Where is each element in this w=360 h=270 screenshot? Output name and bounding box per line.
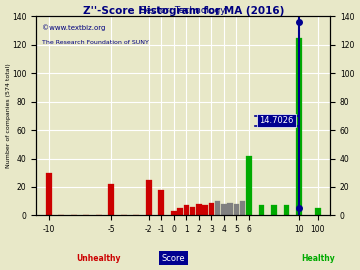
Text: Unhealthy: Unhealthy — [76, 254, 121, 262]
Text: The Research Foundation of SUNY: The Research Foundation of SUNY — [42, 40, 149, 45]
Bar — [227, 202, 233, 215]
Bar — [184, 205, 189, 215]
Bar — [258, 205, 264, 215]
Bar — [234, 204, 239, 215]
Bar — [177, 208, 183, 215]
Bar — [246, 156, 252, 215]
Bar — [208, 202, 214, 215]
Bar — [271, 205, 277, 215]
Bar — [284, 205, 289, 215]
Bar — [221, 204, 227, 215]
Bar — [146, 180, 152, 215]
Bar — [190, 207, 195, 215]
Text: ©www.textbiz.org: ©www.textbiz.org — [42, 24, 105, 31]
Text: Healthy: Healthy — [301, 254, 334, 262]
Text: Sector: Technology: Sector: Technology — [140, 6, 226, 15]
Bar — [46, 173, 52, 215]
Title: Z''-Score Histogram for MA (2016): Z''-Score Histogram for MA (2016) — [82, 6, 284, 16]
Text: 14.7026: 14.7026 — [259, 116, 294, 125]
Bar — [296, 38, 302, 215]
Bar — [315, 208, 321, 215]
Bar — [215, 201, 220, 215]
Bar — [240, 201, 246, 215]
Bar — [108, 184, 114, 215]
Text: Score: Score — [162, 254, 186, 262]
Bar — [202, 205, 208, 215]
Bar — [171, 211, 177, 215]
Bar — [158, 190, 165, 215]
Bar — [196, 204, 202, 215]
Y-axis label: Number of companies (574 total): Number of companies (574 total) — [5, 63, 10, 168]
